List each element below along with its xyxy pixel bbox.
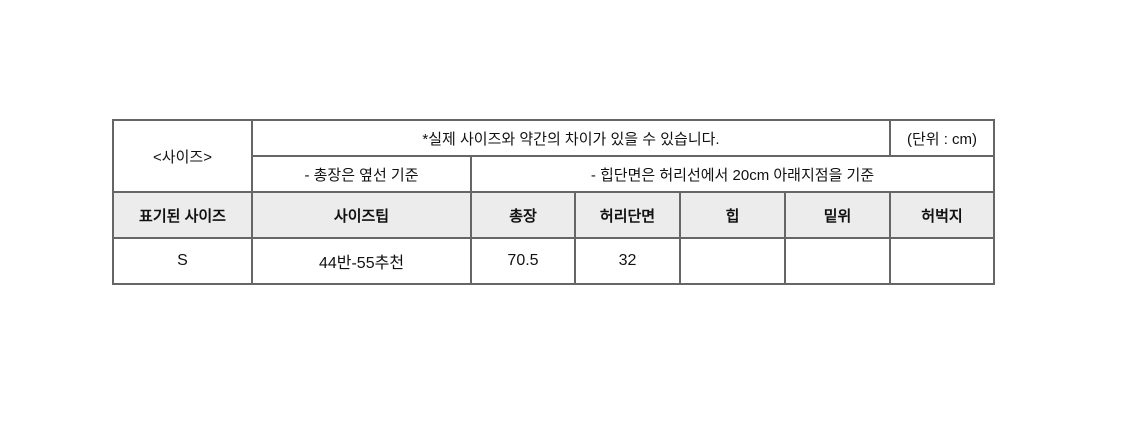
size-table: <사이즈> *실제 사이즈와 약간의 차이가 있을 수 있습니다. (단위 : … [112,119,995,285]
size-note: *실제 사이즈와 약간의 차이가 있을 수 있습니다. [251,119,891,157]
table-cell: S [112,237,253,285]
header-cell: 힙 [679,191,786,239]
table-cell: 32 [574,237,681,285]
header-cell: 허리단면 [574,191,681,239]
header-cell: 총장 [470,191,576,239]
unit-label: (단위 : cm) [889,119,995,157]
table-cell: 70.5 [470,237,576,285]
table-cell [889,237,995,285]
header-cell: 밑위 [784,191,891,239]
table-cell [679,237,786,285]
table-cell: 44반-55추천 [251,237,472,285]
table-cell [784,237,891,285]
header-cell: 표기된 사이즈 [112,191,253,239]
header-cell: 허벅지 [889,191,995,239]
header-cell: 사이즈팁 [251,191,472,239]
table-row: S 44반-55추천 70.5 32 [112,237,995,285]
header-row: 표기된 사이즈 사이즈팁 총장 허리단면 힙 밑위 허벅지 [112,191,995,239]
size-title-cell: <사이즈> [112,119,253,193]
length-note: - 총장은 옆선 기준 [251,155,472,193]
hip-note: - 힙단면은 허리선에서 20cm 아래지점을 기준 [470,155,995,193]
